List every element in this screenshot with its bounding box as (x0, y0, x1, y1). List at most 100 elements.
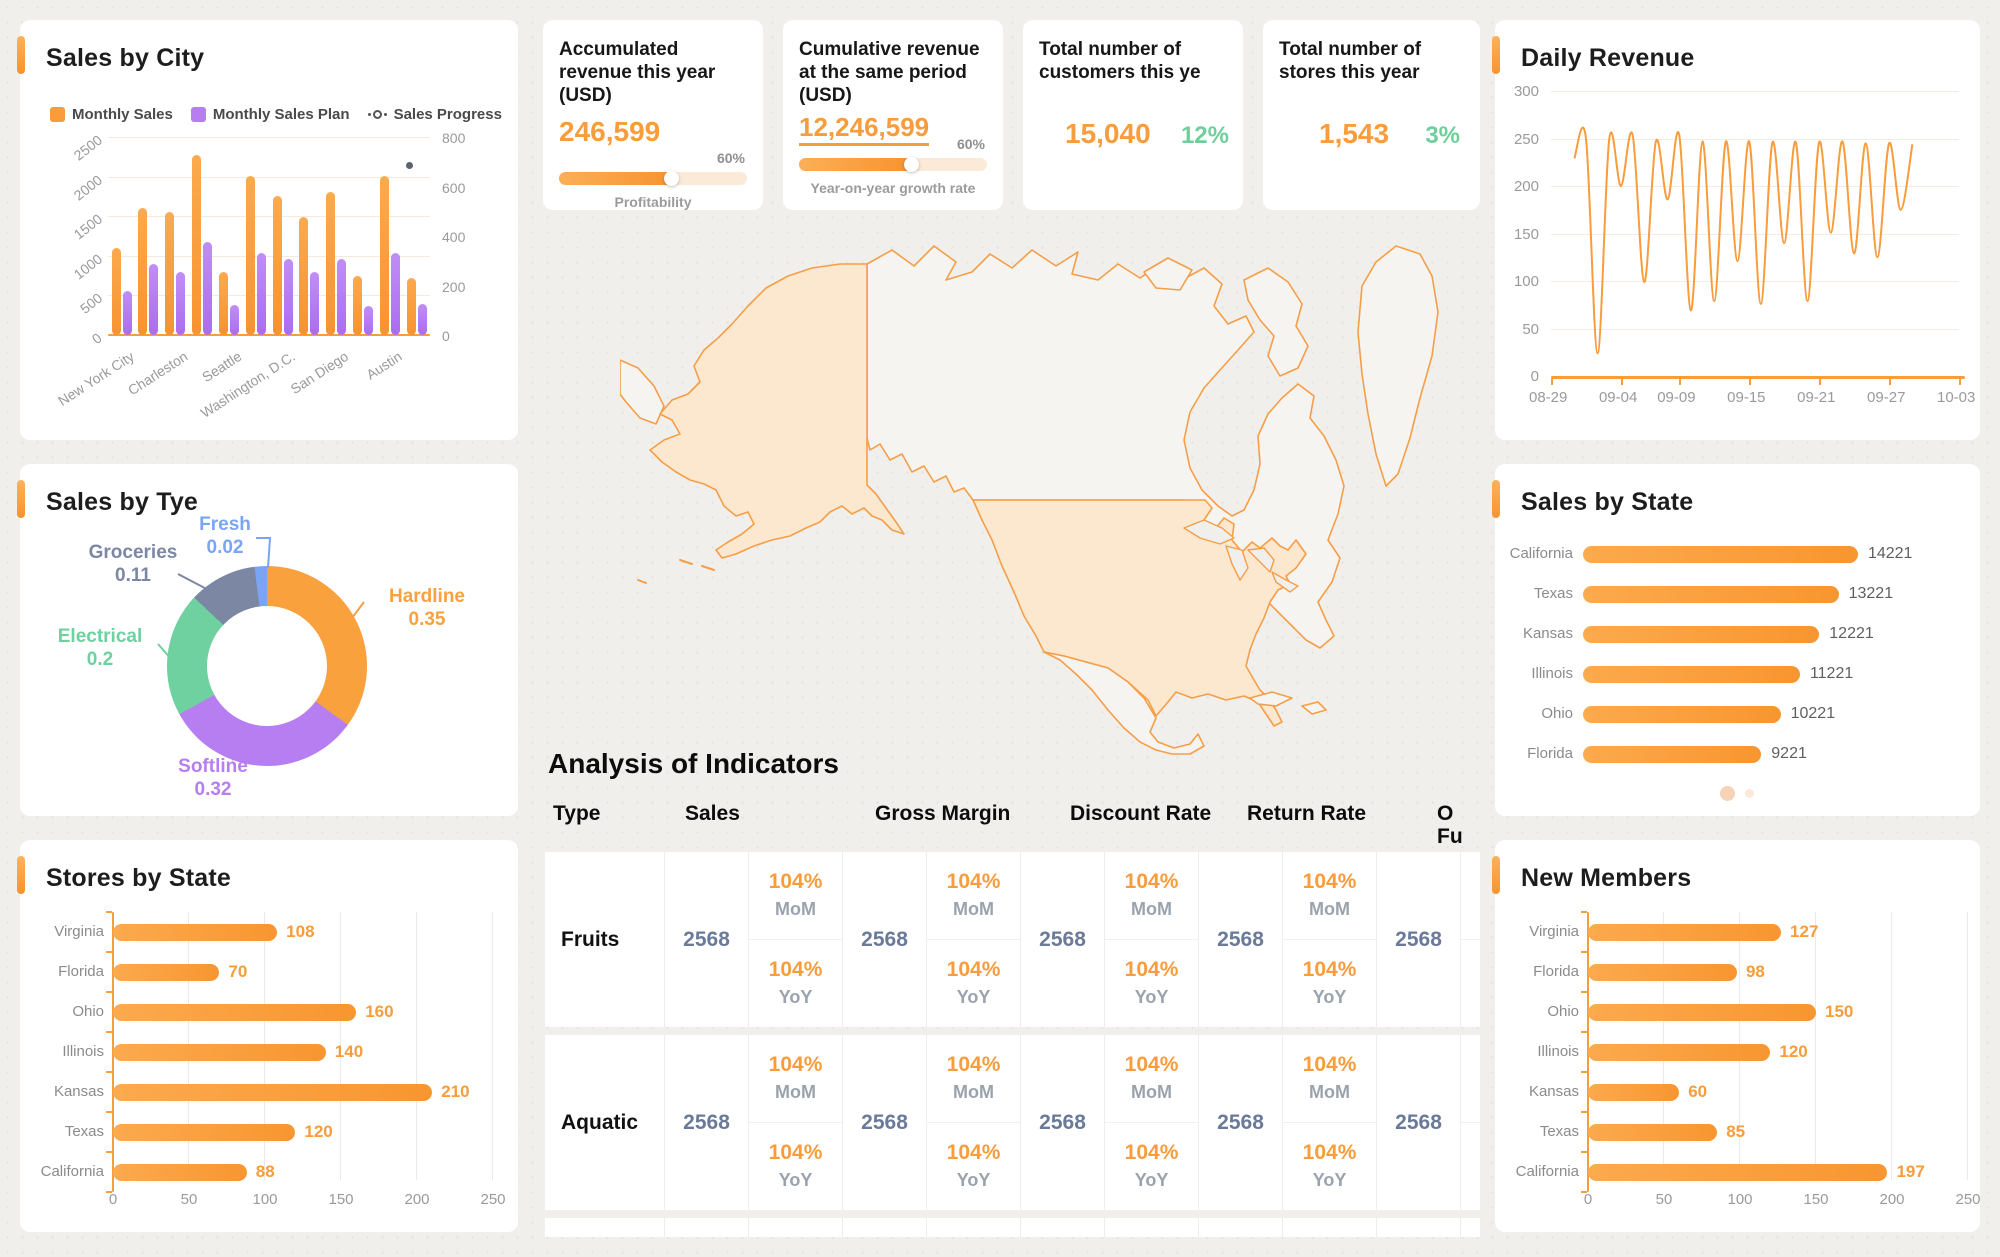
yoy-half: 104% YoY (927, 1123, 1020, 1211)
bar[interactable] (1588, 1083, 1680, 1101)
table-row[interactable]: 2568104%MoM104%YoY2568104%MoM104%YoY2568… (545, 1218, 1480, 1237)
daily-revenue-panel: Daily Revenue 0 50 100 150 200 250 300 08-29 09-… (1492, 20, 1980, 440)
bar[interactable] (1583, 545, 1858, 563)
x-axis-tick-mark (1620, 379, 1623, 385)
bar[interactable] (1583, 705, 1781, 723)
monthly-sales-plan-bar[interactable] (122, 291, 132, 335)
monthly-sales-plan-bar[interactable] (283, 258, 293, 335)
city-bar-chart: 0 500 1000 1500 2000 2500 0 200 400 600 800 New Yor… (55, 130, 465, 421)
yoy-percent: 104% (1124, 958, 1179, 982)
category-label: Kansas (1522, 625, 1573, 642)
analysis-table: Fruits 2568 104% MoM 104% YoY 2568 104% MoM 104% Y… (545, 852, 1480, 1237)
monthly-sales-bar[interactable] (111, 247, 121, 335)
x-axis-tick-label: 0 (108, 1191, 118, 1208)
progress-track[interactable] (559, 170, 747, 186)
column-header-type[interactable]: Type (553, 802, 601, 825)
monthly-sales-bar[interactable] (192, 155, 201, 335)
bar-value-label: 197 (1896, 1162, 1925, 1181)
mom-half: 104% MoM (1105, 1035, 1199, 1123)
monthly-sales-bar[interactable] (353, 275, 362, 335)
category-label: Kansas (53, 1083, 104, 1100)
monthly-sales-plan-bar[interactable] (256, 252, 266, 335)
metric-value-cell: 2568 (1199, 1035, 1284, 1210)
y-axis-tick-mark (1581, 1111, 1587, 1113)
sales-progress-point[interactable] (405, 162, 413, 170)
y-axis-tick-mark (1581, 951, 1587, 953)
map-region-alaska[interactable] (649, 263, 905, 559)
monthly-sales-plan-bar[interactable] (203, 241, 212, 335)
donut-chart: Fresh 0.02 Groceries 0.11 Electrical 0.2… (20, 514, 518, 814)
mom-percent: 104% (768, 1053, 823, 1077)
monthly-sales-bar[interactable] (138, 208, 148, 335)
bar[interactable] (1583, 745, 1762, 763)
bar[interactable] (1583, 585, 1839, 603)
bar[interactable] (1583, 665, 1800, 683)
monthly-sales-bar[interactable] (379, 175, 389, 335)
monthly-sales-plan-bar[interactable] (337, 258, 347, 335)
column-header-truncated[interactable]: O Fu (1437, 802, 1463, 849)
mom-percent: 104% (768, 870, 823, 894)
x-axis-line (108, 334, 430, 336)
monthly-sales-plan-bar[interactable] (229, 304, 239, 335)
gridline (108, 137, 430, 138)
legend-sales-progress[interactable]: Sales Progress (367, 106, 502, 123)
bar[interactable] (113, 1083, 433, 1101)
bar[interactable] (113, 1043, 326, 1061)
mom-label: MoM (1309, 1082, 1351, 1103)
panel-title: Sales by Tye (46, 488, 199, 516)
monthly-sales-bar[interactable] (272, 196, 282, 335)
monthly-sales-plan-bar[interactable] (310, 272, 320, 335)
bar[interactable] (1588, 963, 1737, 981)
monthly-sales-plan-bar[interactable] (417, 304, 427, 335)
map-region-mexico[interactable] (1043, 651, 1205, 755)
monthly-sales-bar[interactable] (406, 277, 416, 335)
x-axis-line (1551, 376, 1965, 379)
north-america-map[interactable] (620, 228, 1490, 756)
progress-track[interactable] (799, 156, 987, 172)
monthly-sales-bar[interactable] (326, 192, 336, 335)
daily-revenue-chart: 0 50 100 150 200 250 300 08-29 09-04 09-09 09-15 09… (1514, 83, 1975, 406)
monthly-sales-bar[interactable] (218, 271, 228, 335)
column-header-discount-rate[interactable]: Discount Rate (1070, 802, 1212, 825)
bar[interactable] (1588, 1123, 1718, 1141)
monthly-sales-plan-bar[interactable] (149, 263, 159, 335)
revenue-line-series[interactable] (1551, 92, 1959, 377)
bar[interactable] (1588, 1003, 1816, 1021)
table-row[interactable]: Fruits 2568 104% MoM 104% YoY 2568 104% MoM 104% Y… (545, 852, 1480, 1027)
monthly-sales-plan-bar[interactable] (364, 305, 373, 335)
bar[interactable] (1588, 1163, 1888, 1181)
bar[interactable] (113, 1003, 357, 1021)
bar[interactable] (113, 923, 278, 941)
pagination-dot[interactable] (1745, 789, 1754, 798)
x-axis-tick-mark (1679, 379, 1682, 385)
legend-monthly-sales-plan[interactable]: Monthly Sales Plan (190, 106, 350, 123)
bar[interactable] (113, 1163, 247, 1181)
progress-knob[interactable] (903, 156, 919, 172)
bar[interactable] (1583, 625, 1820, 643)
x-axis-category-label: Seattle (198, 348, 245, 386)
kpi-total-customers: Total number of customers this ye 15,040… (1023, 20, 1243, 210)
monthly-sales-bar[interactable] (299, 217, 309, 335)
bar[interactable] (1588, 1043, 1771, 1061)
progress-knob[interactable] (663, 170, 679, 186)
bar[interactable] (113, 963, 220, 981)
bar-value-label: 9221 (1771, 745, 1807, 762)
monthly-sales-bar[interactable] (165, 212, 175, 335)
bar[interactable] (1588, 923, 1782, 941)
bar-value-label: 85 (1726, 1122, 1746, 1141)
pagination-dot-active[interactable] (1720, 786, 1735, 801)
bar[interactable] (113, 1123, 296, 1141)
bar-value-label: 210 (441, 1082, 470, 1101)
table-row[interactable]: Aquatic 2568 104% MoM 104% YoY 2568 104% MoM 104%… (545, 1035, 1480, 1210)
yoy-label: YoY (778, 987, 813, 1008)
legend-monthly-sales[interactable]: Monthly Sales (50, 106, 173, 123)
column-header-return-rate[interactable]: Return Rate (1247, 802, 1367, 825)
monthly-sales-bar[interactable] (245, 175, 255, 335)
monthly-sales-plan-bar[interactable] (390, 253, 400, 335)
column-header-sales[interactable]: Sales (685, 802, 740, 825)
panel-title: Sales by City (46, 44, 205, 72)
monthly-sales-plan-bar[interactable] (176, 271, 186, 335)
column-header-gross-margin[interactable]: Gross Margin (875, 802, 1011, 825)
